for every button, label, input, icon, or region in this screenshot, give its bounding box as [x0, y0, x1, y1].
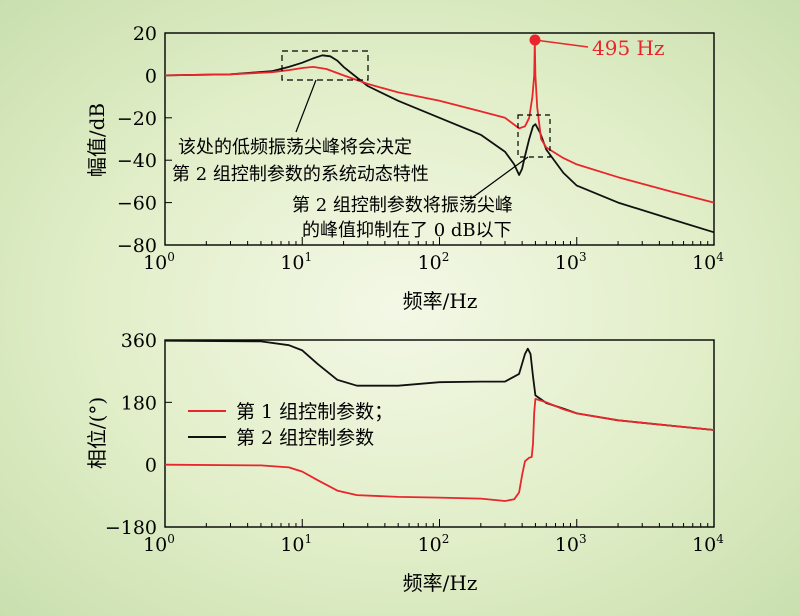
phase-ticks: 100 101 102 103 104 360 180 0 −180 [105, 330, 724, 556]
note2-line2: 的峰值抑制在了 0 dB以下 [302, 220, 512, 241]
magnitude-y-axis-label: 幅值/dB [85, 103, 109, 177]
phase-y-tick-label: −180 [105, 517, 157, 539]
magnitude-x-tick-label: 102 [418, 250, 450, 274]
magnitude-series-set1 [164, 40, 715, 204]
phase-x-tick-label: 104 [692, 532, 724, 556]
phase-x-tick-label: 102 [418, 532, 450, 556]
note2-leader [471, 156, 529, 199]
note1-leader [295, 79, 317, 133]
magnitude-x-tick-label: 101 [280, 250, 312, 274]
resonance-peak-box [517, 114, 551, 158]
phase-series [164, 339, 715, 502]
note1-line2: 第 2 组控制参数的系统动态特性 [172, 164, 429, 185]
legend-label-black: 第 2 组控制参数 [236, 427, 374, 449]
phase-x-tick-label: 100 [143, 532, 175, 556]
magnitude-chart: 100 101 102 103 104 20 0 −20 −40 −60 −80 495 Hz 该处… [85, 23, 724, 313]
phase-y-tick-label: 180 [121, 392, 157, 414]
phase-x-tick-label: 103 [555, 532, 587, 556]
magnitude-x-tick-label: 103 [555, 250, 587, 274]
note1-line1: 该处的低频振荡尖峰将会决定 [178, 137, 412, 158]
phase-series-set1 [164, 397, 715, 502]
phase-y-tick-label: 360 [121, 330, 157, 352]
low-freq-peak-box [281, 50, 369, 81]
legend-label-red: 第 1 组控制参数； [236, 401, 393, 423]
magnitude-series-set2 [164, 54, 715, 234]
phase-chart: 100 101 102 103 104 360 180 0 −180 第 1 组控制参数； 第 … [85, 330, 724, 595]
magnitude-x-tick-label: 104 [692, 250, 724, 274]
magnitude-y-tick-label: −20 [117, 108, 157, 130]
peak-label-leader [534, 39, 589, 48]
magnitude-series [164, 40, 715, 234]
magnitude-y-tick-label: 0 [145, 65, 157, 87]
note2-line1: 第 2 组控制参数将振荡尖峰 [292, 195, 513, 216]
magnitude-x-tick-label: 100 [143, 250, 175, 274]
phase-y-axis-label: 相位/(°) [85, 397, 109, 469]
phase-x-tick-label: 101 [280, 532, 312, 556]
phase-x-axis-label: 频率/Hz [403, 571, 478, 595]
magnitude-y-tick-label: −40 [117, 150, 157, 172]
magnitude-ticks: 100 101 102 103 104 20 0 −20 −40 −60 −80 [117, 23, 724, 274]
magnitude-y-tick-label: −60 [117, 193, 157, 215]
magnitude-y-tick-label: −80 [117, 235, 157, 257]
magnitude-y-tick-label: 20 [133, 23, 157, 45]
magnitude-x-axis-label: 频率/Hz [403, 289, 478, 313]
peak-marker [529, 34, 541, 46]
phase-y-tick-label: 0 [145, 455, 157, 477]
peak-label: 495 Hz [592, 36, 665, 60]
legend: 第 1 组控制参数； 第 2 组控制参数 [188, 401, 393, 449]
